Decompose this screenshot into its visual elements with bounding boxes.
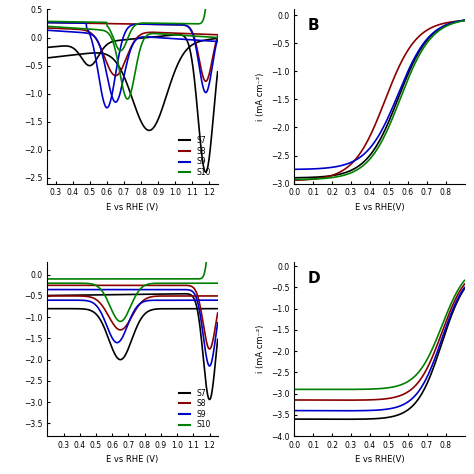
X-axis label: E vs RHE(V): E vs RHE(V) xyxy=(355,456,404,465)
Y-axis label: i (mA cm⁻²): i (mA cm⁻²) xyxy=(256,73,265,121)
Legend: S7, S8, S9, S10: S7, S8, S9, S10 xyxy=(176,385,214,432)
Text: B: B xyxy=(308,18,319,33)
Y-axis label: i (mA cm⁻²): i (mA cm⁻²) xyxy=(256,325,265,373)
X-axis label: E vs RHE (V): E vs RHE (V) xyxy=(106,203,159,212)
Legend: S7, S8, S9, S10: S7, S8, S9, S10 xyxy=(176,133,214,180)
Text: D: D xyxy=(308,271,320,286)
X-axis label: E vs RHE (V): E vs RHE (V) xyxy=(106,456,159,465)
X-axis label: E vs RHE(V): E vs RHE(V) xyxy=(355,203,404,212)
